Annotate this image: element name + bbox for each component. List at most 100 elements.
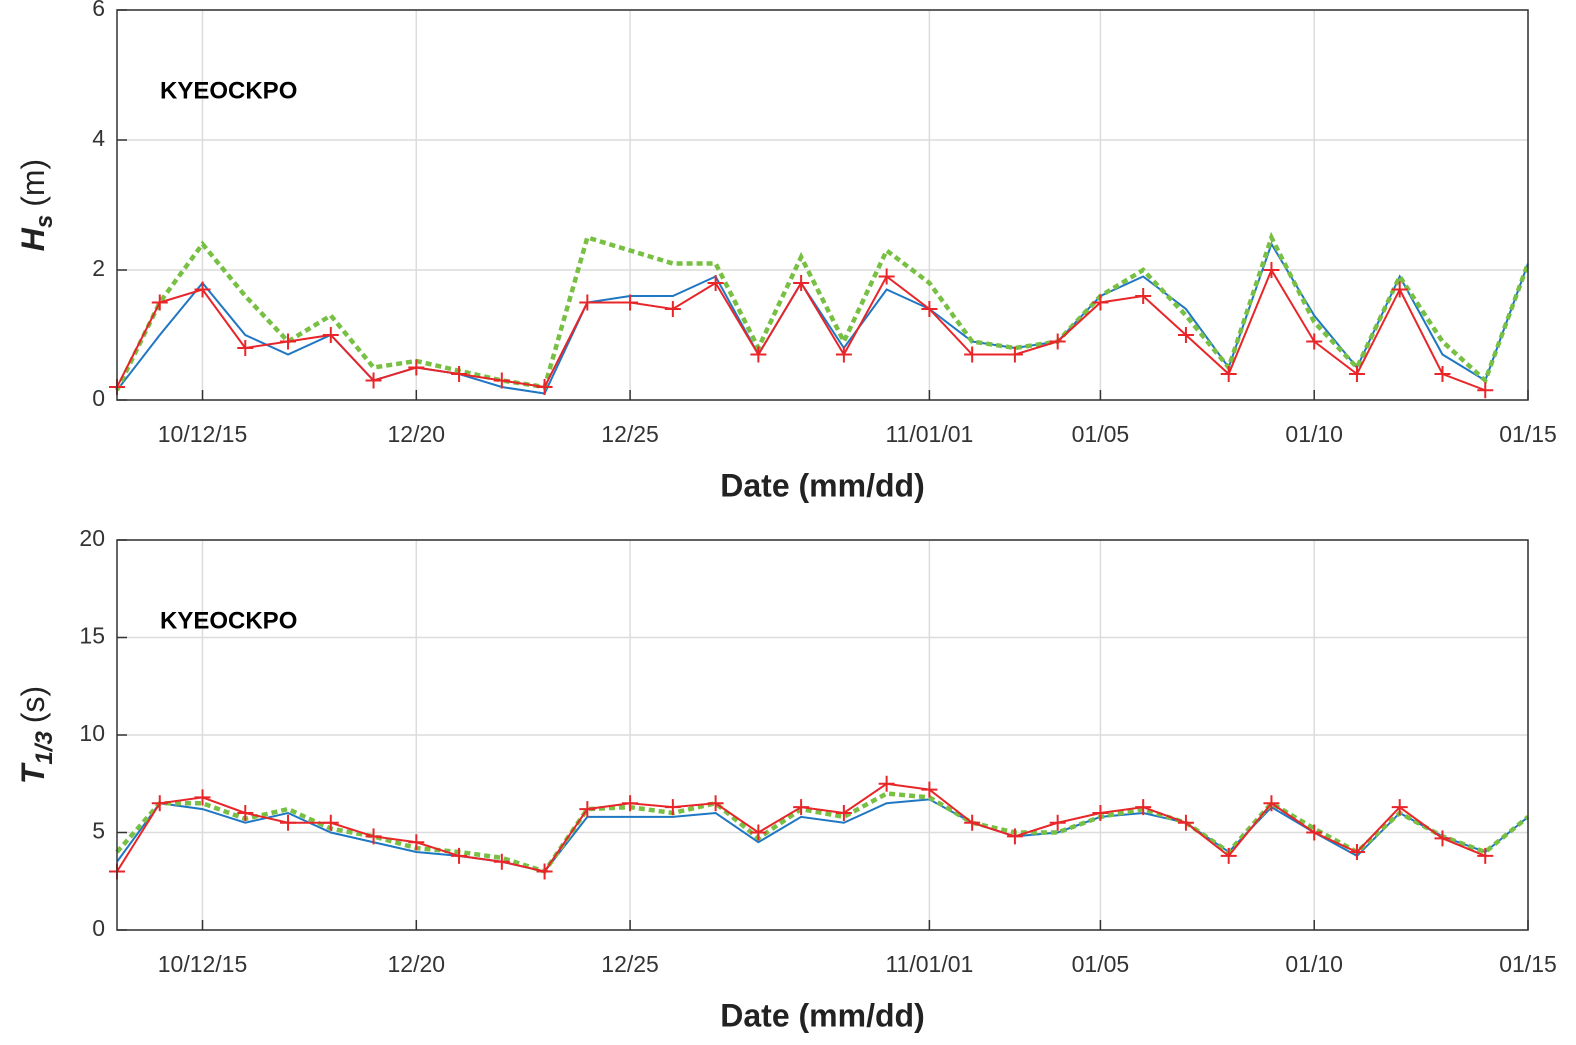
marker xyxy=(921,301,938,317)
marker xyxy=(194,789,211,806)
marker xyxy=(878,268,895,285)
x-axis-label: Date (mm/dd) xyxy=(720,467,924,503)
marker xyxy=(1049,814,1066,831)
annotation: KYEOCKPO xyxy=(160,77,297,104)
marker xyxy=(493,372,510,389)
marker xyxy=(1135,799,1152,816)
marker xyxy=(1006,828,1023,845)
marker xyxy=(1348,366,1365,382)
marker xyxy=(1434,366,1451,382)
marker xyxy=(1006,346,1023,363)
x-tick-label: 12/20 xyxy=(388,421,446,447)
marker xyxy=(1049,333,1066,350)
marker xyxy=(835,346,852,363)
marker xyxy=(964,814,981,831)
marker xyxy=(707,795,724,812)
x-tick-label: 12/20 xyxy=(388,951,446,977)
y-tick-label: 20 xyxy=(79,525,105,551)
marker xyxy=(964,346,981,363)
x-tick-label: 11/01/01 xyxy=(885,951,973,977)
marker xyxy=(1306,824,1323,841)
marker xyxy=(237,340,254,356)
y-tick-label: 5 xyxy=(92,818,105,844)
x-axis-label: Date (mm/dd) xyxy=(720,997,924,1033)
x-tick-label: 12/25 xyxy=(601,951,659,977)
marker xyxy=(707,275,724,291)
marker xyxy=(664,301,681,317)
y-tick-label: 2 xyxy=(92,255,105,281)
y-tick-label: 6 xyxy=(92,0,105,21)
x-tick-label: 01/05 xyxy=(1072,421,1130,447)
marker xyxy=(1477,847,1494,864)
y-tick-label: 15 xyxy=(79,623,105,649)
marker xyxy=(1477,382,1494,399)
y-tick-label: 0 xyxy=(92,385,105,411)
marker xyxy=(1177,327,1194,343)
x-tick-label: 01/10 xyxy=(1285,421,1343,447)
y-axis-label: Hs (m) xyxy=(15,159,58,251)
series-line xyxy=(115,791,1530,875)
y-label-main: T xyxy=(15,762,51,784)
series-line xyxy=(116,798,1529,873)
y-label-main: H xyxy=(15,227,51,251)
marker xyxy=(408,359,425,376)
marker xyxy=(536,863,553,880)
marker xyxy=(1220,366,1237,382)
y-axis-label: T1/3 (s) xyxy=(15,686,58,784)
marker xyxy=(750,824,767,841)
y-tick-label: 0 xyxy=(92,915,105,941)
marker xyxy=(1177,814,1194,831)
marker xyxy=(151,294,168,311)
marker xyxy=(451,847,468,864)
marker xyxy=(451,366,468,382)
y-label-unit: (m) xyxy=(15,159,51,207)
marker xyxy=(1092,294,1109,311)
y-label-sub: 1/3 xyxy=(31,731,58,765)
marker xyxy=(793,275,810,291)
marker xyxy=(536,379,553,395)
marker xyxy=(408,834,425,851)
marker xyxy=(194,281,211,298)
y-label-sub: s xyxy=(31,215,58,228)
marker xyxy=(1391,281,1408,298)
marker xyxy=(365,828,382,845)
marker xyxy=(365,372,382,389)
marker xyxy=(1220,847,1237,864)
marker xyxy=(878,775,895,792)
marker xyxy=(151,795,168,812)
marker xyxy=(1306,333,1323,350)
marker xyxy=(1263,795,1280,812)
y-label-unit: (s) xyxy=(15,686,51,723)
x-tick-label: 11/01/01 xyxy=(885,421,973,447)
x-tick-label: 01/10 xyxy=(1285,951,1343,977)
marker xyxy=(322,814,339,831)
marker xyxy=(622,294,639,311)
annotation: KYEOCKPO xyxy=(160,607,297,634)
y-tick-label: 4 xyxy=(92,125,105,151)
marker xyxy=(280,814,297,831)
x-tick-label: 01/15 xyxy=(1499,951,1557,977)
marker xyxy=(1391,799,1408,816)
marker xyxy=(1434,830,1451,847)
marker xyxy=(750,346,767,363)
marker xyxy=(622,795,639,812)
series-line xyxy=(114,231,1531,392)
marker xyxy=(1092,805,1109,821)
marker xyxy=(1135,288,1152,304)
marker xyxy=(835,805,852,821)
marker xyxy=(280,333,297,350)
plot-frame xyxy=(116,9,1529,401)
x-tick-label: 10/12/15 xyxy=(158,951,248,977)
marker xyxy=(322,327,339,343)
marker xyxy=(237,805,254,821)
x-tick-label: 01/05 xyxy=(1072,951,1130,977)
marker xyxy=(579,294,596,311)
marker xyxy=(793,799,810,816)
x-tick-label: 12/25 xyxy=(601,421,659,447)
marker xyxy=(1263,262,1280,278)
marker xyxy=(664,799,681,816)
marker xyxy=(493,853,510,870)
x-tick-label: 01/15 xyxy=(1499,421,1557,447)
marker xyxy=(1348,844,1365,860)
